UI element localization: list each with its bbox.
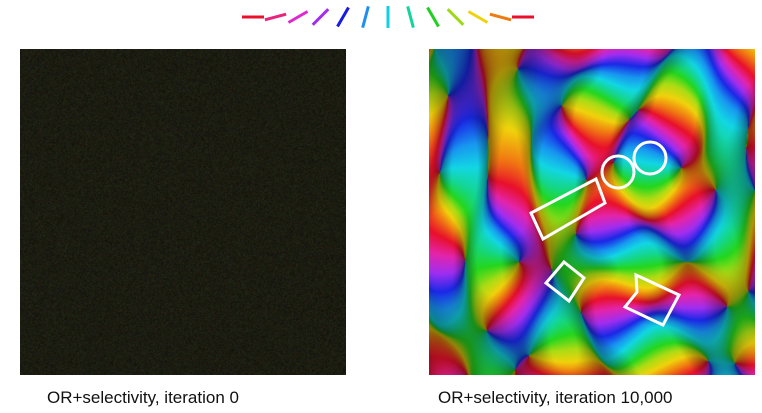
orientation-bar <box>361 5 370 29</box>
fracture-diamond <box>543 259 587 304</box>
pinwheel-circle-1 <box>600 154 636 190</box>
noise-map-canvas <box>20 49 346 375</box>
pinwheel-circle-2 <box>632 140 668 176</box>
orientation-bar <box>336 6 350 28</box>
orientation-bar <box>446 8 465 26</box>
orientation-bar <box>489 12 512 22</box>
annotation-overlay <box>529 140 682 327</box>
caption-iteration-0: OR+selectivity, iteration 0 <box>47 388 239 407</box>
orientation-bar <box>406 5 415 29</box>
caption-iteration-10000: OR+selectivity, iteration 10,000 <box>438 388 673 407</box>
orientation-bar <box>264 12 287 22</box>
saddle-bowtie <box>622 272 682 327</box>
orientation-legend <box>242 5 534 29</box>
orientation-bar <box>287 10 309 24</box>
linear-zone-rectangle <box>529 176 607 242</box>
orientation-bar <box>467 10 489 24</box>
orientation-bar <box>426 6 440 28</box>
or-map-iteration-0 <box>20 49 346 375</box>
orientation-bar <box>311 8 330 26</box>
or-map-iteration-10000 <box>429 49 755 375</box>
